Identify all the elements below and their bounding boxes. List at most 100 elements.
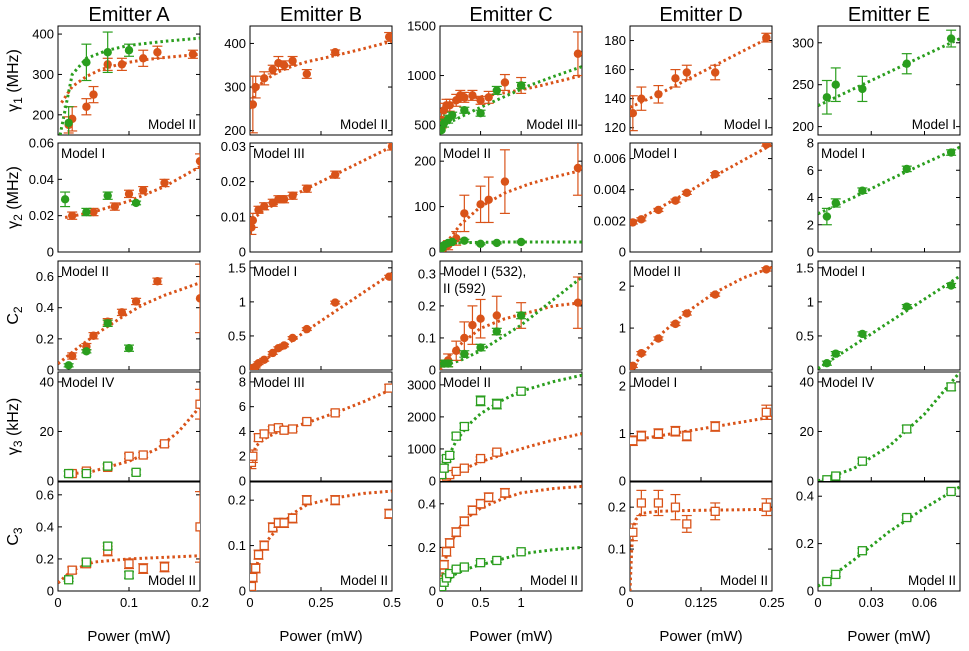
y-axis-label: C3 (5, 527, 25, 546)
data-point-592-nm (831, 471, 841, 481)
plot-area (250, 272, 392, 370)
axes-frame (439, 481, 583, 592)
model-label: Model II (148, 117, 196, 132)
y-tick-label: 0 (47, 245, 54, 260)
data-point-592-nm (831, 80, 840, 89)
y-tick-label: 1.5 (228, 260, 246, 275)
data-point-592-nm (858, 84, 867, 94)
fit-curve-532-nm (630, 415, 772, 443)
y-tick-label: 0 (239, 584, 246, 599)
panel-emitter-d-2-mhz: 0 0.002 0.004 0.006 Model I (593, 142, 773, 260)
data-point-532-nm (475, 453, 486, 464)
x-tick-label: 0.06 (912, 595, 937, 610)
data-point-532-nm (138, 563, 148, 574)
fit-curve-532-nm (630, 507, 772, 591)
y-tick-label: 0.2 (36, 331, 54, 346)
data-point-592-nm (451, 431, 461, 441)
plot-area (58, 31, 200, 135)
data-point-532-nm (131, 297, 141, 306)
y-axis-label: γ3 (kHz) (5, 398, 25, 455)
data-point-532-nm (287, 424, 298, 434)
panel-emitter-c-c2: 0 0.1 0.2 0.3 Model I (532), II (592) (418, 260, 583, 378)
data-point-592-nm (946, 148, 956, 157)
data-point-532-nm (670, 426, 681, 436)
y-tick-label: 0.04 (29, 172, 54, 187)
data-point-532-nm (459, 463, 469, 473)
data-point-592-nm (822, 576, 832, 587)
data-point-532-nm (260, 355, 269, 364)
data-point-592-nm (443, 359, 453, 368)
y-tick-label: 120 (604, 120, 626, 135)
data-point-592-nm (831, 569, 841, 580)
data-point-592-nm (460, 236, 469, 245)
plot-area (818, 372, 960, 481)
y-tick-label: 0 (47, 474, 54, 489)
y-tick-label: 0 (429, 245, 436, 260)
y-tick-label: 0 (807, 474, 814, 489)
model-label: Model IV (61, 375, 114, 390)
y-tick-label: 0 (429, 584, 436, 599)
x-tick-label: 0 (814, 595, 821, 610)
fit-curve-532-nm (630, 265, 772, 370)
panel-emitter-a-3-khz: 0 20 40 Model IV (40, 371, 201, 489)
plot-area (440, 143, 582, 252)
y-tick-label: 180 (604, 33, 626, 48)
data-point-592-nm (857, 456, 868, 466)
data-point-592-nm (946, 382, 956, 392)
fit-curve-532-nm (630, 34, 772, 109)
fit-curve-532-nm (440, 168, 582, 252)
y-tick-label: 0 (429, 474, 436, 489)
data-point-592-nm (103, 541, 113, 551)
axes-frame (817, 25, 961, 136)
x-tick-label: 0 (436, 595, 443, 610)
x-tick-label: 0.25 (759, 595, 784, 610)
data-point-592-nm (103, 191, 112, 200)
y-tick-label: 0.4 (36, 519, 54, 534)
data-point-592-nm (447, 237, 457, 247)
data-point-532-nm (195, 156, 200, 166)
data-point-532-nm (124, 559, 134, 569)
data-point-532-nm (139, 54, 148, 63)
data-point-532-nm (475, 499, 486, 509)
y-tick-label: 40 (800, 374, 814, 389)
x-tick-label: 0.125 (685, 595, 718, 610)
data-point-592-nm (902, 424, 912, 434)
data-point-532-nm (195, 522, 200, 532)
data-point-592-nm (516, 386, 526, 396)
y-tick-label: 400 (224, 36, 246, 51)
y-tick-label: 6 (239, 399, 246, 414)
data-point-532-nm (330, 495, 340, 505)
data-point-592-nm (82, 207, 91, 217)
y-tick-label: 0.2 (228, 493, 246, 508)
y-tick-label: 0.03 (221, 139, 246, 154)
plot-area (60, 153, 200, 220)
data-point-592-nm (902, 512, 912, 523)
data-point-532-nm (492, 447, 502, 457)
y-tick-label: 1500 (407, 19, 436, 34)
model-label: Model III (526, 117, 578, 132)
data-point-532-nm (445, 538, 455, 548)
data-point-532-nm (468, 320, 477, 330)
y-tick-label: 0.01 (221, 209, 246, 224)
panel-emitter-b-3-khz: 0 2 4 6 8 Model III (239, 371, 393, 489)
panel-emitter-d-c2: 0 1 2 Model II (619, 260, 773, 378)
data-point-532-nm (671, 74, 680, 83)
y-tick-label: 8 (239, 374, 246, 389)
data-point-532-nm (500, 78, 510, 87)
data-point-532-nm (250, 451, 258, 461)
data-point-532-nm (117, 60, 127, 69)
model-label: Model II (720, 573, 768, 588)
data-point-532-nm (710, 421, 720, 432)
y-tick-label: 1000 (407, 68, 436, 83)
data-point-592-nm (946, 281, 956, 290)
data-point-532-nm (573, 49, 582, 58)
data-point-532-nm (653, 498, 664, 508)
data-point-592-nm (492, 327, 501, 336)
data-point-532-nm (654, 205, 663, 215)
data-point-532-nm (573, 163, 582, 173)
data-point-532-nm (630, 527, 638, 537)
y-tick-label: 0 (619, 363, 626, 378)
data-point-592-nm (492, 238, 501, 248)
plot-area (58, 263, 200, 370)
data-point-532-nm (159, 439, 170, 449)
